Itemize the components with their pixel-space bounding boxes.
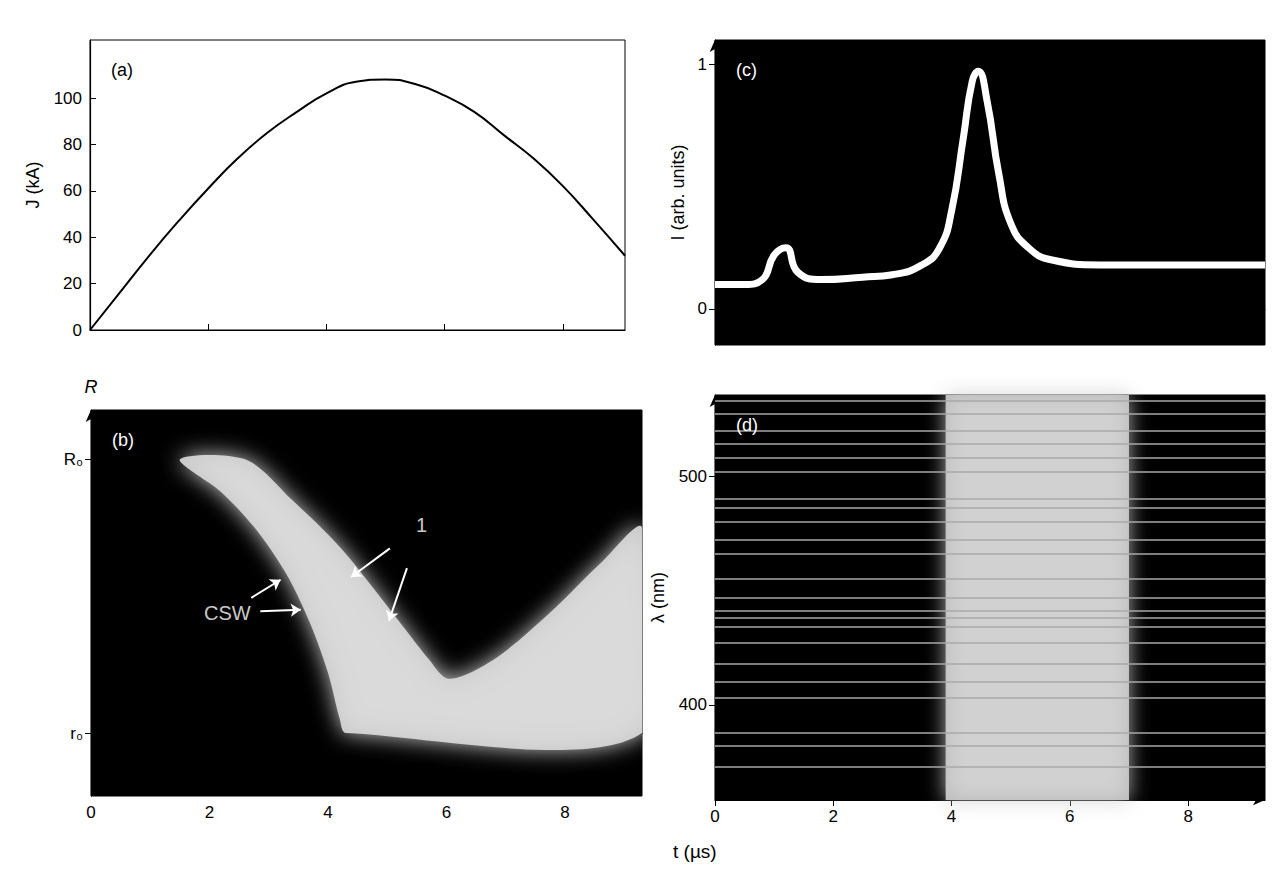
svg-text:(b): (b) [112, 430, 134, 450]
svg-text:J (kA): J (kA) [23, 162, 43, 209]
svg-text:20: 20 [63, 274, 82, 293]
svg-text:8: 8 [560, 803, 569, 822]
svg-text:CSW: CSW [204, 602, 251, 624]
svg-text:2: 2 [829, 807, 838, 826]
svg-text:R₀: R₀ [64, 450, 83, 469]
svg-text:4: 4 [947, 807, 956, 826]
svg-text:0: 0 [73, 321, 82, 340]
svg-text:100: 100 [54, 89, 82, 108]
svg-text:400: 400 [679, 695, 707, 714]
svg-text:R: R [85, 377, 98, 397]
svg-text:4: 4 [323, 803, 332, 822]
svg-text:8: 8 [1183, 807, 1192, 826]
svg-text:0: 0 [710, 807, 719, 826]
svg-text:(d): (d) [736, 415, 758, 435]
svg-text:60: 60 [63, 181, 82, 200]
svg-text:500: 500 [679, 467, 707, 486]
svg-text:λ (nm): λ (nm) [648, 572, 668, 623]
svg-text:1: 1 [416, 514, 427, 536]
svg-text:6: 6 [1065, 807, 1074, 826]
svg-text:(c): (c) [736, 60, 757, 80]
svg-text:2: 2 [205, 803, 214, 822]
svg-text:(a): (a) [111, 60, 133, 80]
svg-text:r₀: r₀ [70, 724, 83, 743]
svg-text:0: 0 [698, 299, 707, 318]
svg-text:6: 6 [442, 803, 451, 822]
svg-text:1: 1 [698, 55, 707, 74]
svg-text:0: 0 [86, 803, 95, 822]
svg-text:t (µs): t (µs) [673, 841, 717, 862]
svg-text:40: 40 [63, 228, 82, 247]
svg-text:80: 80 [63, 135, 82, 154]
svg-text:I (arb. units): I (arb. units) [668, 144, 688, 240]
